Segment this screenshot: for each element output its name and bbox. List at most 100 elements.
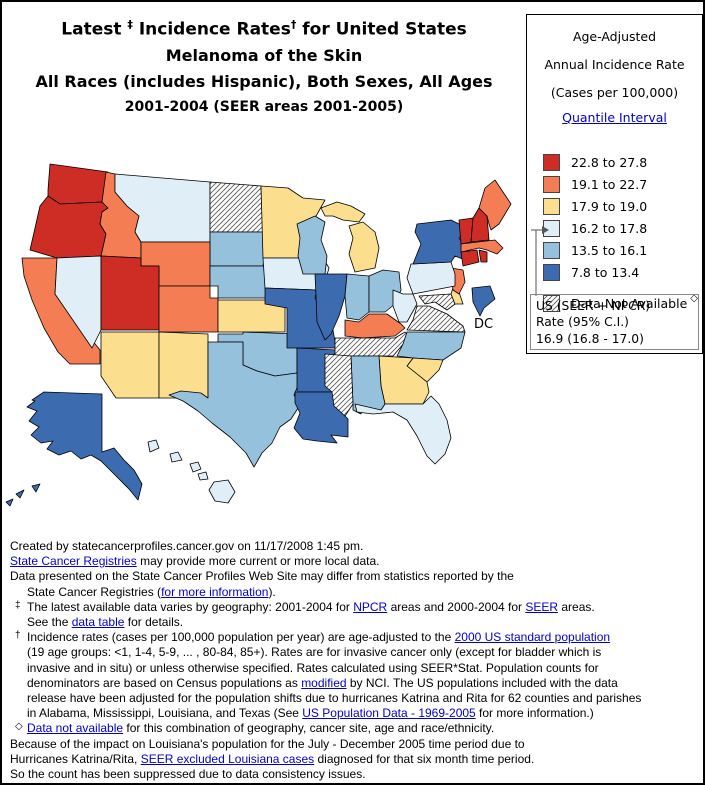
text-run: for United States	[296, 19, 467, 40]
us-rate-box: US (SEER + NPCR) Rate (95% C.I.) 16.9 (1…	[530, 293, 699, 350]
us-rate-line: 16.9 (16.8 - 17.0)	[536, 331, 644, 346]
footnote-marker: ‡	[15, 599, 21, 611]
dc-label: DC	[474, 317, 493, 332]
state-ak[interactable]	[26, 391, 143, 501]
text-run: for more information.)	[475, 706, 594, 721]
us-choropleth-map: DC	[5, 163, 512, 507]
footer-link[interactable]: SEER	[525, 599, 559, 614]
footer-link[interactable]: 2000 US standard population	[454, 630, 611, 645]
legend-classes: 22.8 to 27.8 19.1 to 22.7 17.9 to 19.0 16.2…	[543, 151, 647, 283]
legend-class-label: 16.2 to 17.8	[571, 220, 648, 236]
state-hi-island[interactable]	[147, 439, 160, 453]
text-run: Data presented on the State Cancer Profi…	[10, 569, 514, 584]
state-az[interactable]	[100, 331, 160, 399]
state-mi-lower[interactable]	[348, 221, 380, 273]
footer-line: So the count has been suppressed due to …	[10, 767, 703, 782]
state-hi-island[interactable]	[189, 461, 202, 473]
footer-link[interactable]: Data not available	[27, 721, 124, 736]
state-mi-upper[interactable]	[320, 201, 366, 223]
state-ak-island[interactable]	[5, 498, 14, 507]
text-run: ).	[268, 584, 276, 599]
state-nv[interactable]	[54, 255, 102, 349]
state-wv[interactable]	[392, 289, 418, 323]
state-hi-island[interactable]	[169, 451, 183, 463]
state-ak-island[interactable]	[15, 489, 25, 499]
state-hi-island[interactable]	[197, 471, 209, 481]
legend-swatch-q5	[543, 241, 560, 259]
footer-link[interactable]: SEER excluded Louisiana cases	[140, 751, 315, 766]
footer-line: release have been adjusted for the popul…	[10, 691, 703, 706]
text-run: invasive and in situ) or unless otherwis…	[27, 660, 599, 675]
text-run: areas.	[558, 599, 595, 614]
text-run: Hurricanes Katrina/Rita,	[10, 751, 141, 766]
footer-line: ‡ The latest available data varies by geo…	[10, 599, 703, 615]
state-nc[interactable]	[396, 331, 466, 361]
text-run: See the	[27, 615, 72, 630]
state-wi[interactable]	[296, 215, 328, 275]
legend-class-label: 7.8 to 13.4	[571, 264, 640, 280]
legend-class-label: 22.8 to 27.8	[571, 154, 648, 170]
legend-not-available-label: Data Not Available	[571, 296, 688, 311]
footer-line: denominators are based on Census populat…	[10, 675, 703, 691]
footer-line: ◇ Data not available for this combination…	[10, 721, 703, 736]
quantile-interval-link[interactable]: Quantile Interval	[562, 110, 667, 125]
state-ut[interactable]	[100, 255, 160, 331]
state-wa[interactable]	[47, 163, 109, 205]
legend-class-row: 22.8 to 27.8	[543, 151, 647, 173]
text-run: for this combination of geography, cance…	[123, 721, 495, 736]
text-run: release have been adjusted for the popul…	[27, 691, 642, 706]
state-me[interactable]	[478, 179, 512, 231]
footer-line: Hurricanes Katrina/Rita, SEER excluded L…	[10, 751, 703, 767]
footer-link[interactable]: US Population Data - 1969-2005	[302, 706, 476, 721]
footer-link[interactable]: NPCR	[353, 599, 388, 614]
state-sd[interactable]	[209, 231, 267, 267]
text-run: State Cancer Registries (	[27, 584, 162, 599]
legend-class-label: 13.5 to 16.1	[571, 242, 648, 258]
state-ma[interactable]	[460, 239, 504, 255]
state-ri[interactable]	[478, 249, 488, 263]
state-hi-island[interactable]	[208, 479, 236, 504]
state-in[interactable]	[344, 273, 370, 321]
state-fl[interactable]	[354, 395, 452, 465]
state-or[interactable]	[29, 195, 109, 259]
text-run: Because of the impact on Louisiana's pop…	[10, 736, 525, 751]
state-ms[interactable]	[324, 353, 354, 417]
legend-class-row: 19.1 to 22.7	[543, 173, 647, 195]
footer-link[interactable]: modified	[301, 675, 347, 690]
state-ky[interactable]	[344, 313, 406, 339]
diamond-footnote-marker: ◇	[690, 293, 698, 304]
footnote-marker: ◇	[15, 721, 23, 733]
state-dc-marker[interactable]	[471, 285, 496, 317]
superscript-marker: †	[290, 18, 297, 31]
state-ak-island[interactable]	[31, 483, 41, 493]
state-pa[interactable]	[406, 261, 456, 295]
us-rate-line: US (SEER + NPCR)	[536, 298, 651, 313]
footer-line: in Alabama, Mississippi, Louisiana, and …	[10, 706, 703, 721]
state-nm[interactable]	[158, 331, 209, 399]
state-va[interactable]	[406, 305, 466, 333]
state-nh[interactable]	[470, 207, 490, 243]
state-tx[interactable]	[168, 341, 301, 468]
state-ct[interactable]	[460, 249, 480, 267]
map-title: Latest ‡ Incidence Rates† for United Sta…	[2, 12, 526, 119]
text-run: in Alabama, Mississippi, Louisiana, and …	[27, 706, 303, 721]
footer-link[interactable]: data table	[71, 615, 125, 630]
text-run: may provide more current or more local d…	[136, 554, 380, 569]
text-run: (19 age groups: <1, 1-4, 5-9, ... , 80-8…	[27, 645, 602, 660]
legend-swatch-na	[543, 295, 560, 312]
footer-line: Data presented on the State Cancer Profi…	[10, 569, 703, 584]
text-run: The latest available data varies by geog…	[27, 599, 354, 614]
state-co[interactable]	[158, 285, 219, 333]
footer-link[interactable]: State Cancer Registries	[10, 554, 137, 569]
state-nd[interactable]	[209, 181, 264, 233]
legend-swatch-q2	[543, 175, 560, 193]
title-line-2: Melanoma of the Skin	[165, 45, 363, 65]
legend-class-row: 13.5 to 16.1	[543, 239, 647, 261]
legend-header-line: Annual Incidence Rate	[544, 57, 685, 72]
footer-notes: Created by statecancerprofiles.cancer.go…	[10, 539, 703, 782]
title-line-4: 2001-2004 (SEER areas 2001-2005)	[124, 98, 404, 115]
footnote-marker: †	[15, 630, 21, 642]
footer-line: State Cancer Registries may provide more…	[10, 554, 703, 569]
footer-link[interactable]: for more information	[161, 584, 269, 599]
legend-swatch-q4	[543, 219, 560, 237]
